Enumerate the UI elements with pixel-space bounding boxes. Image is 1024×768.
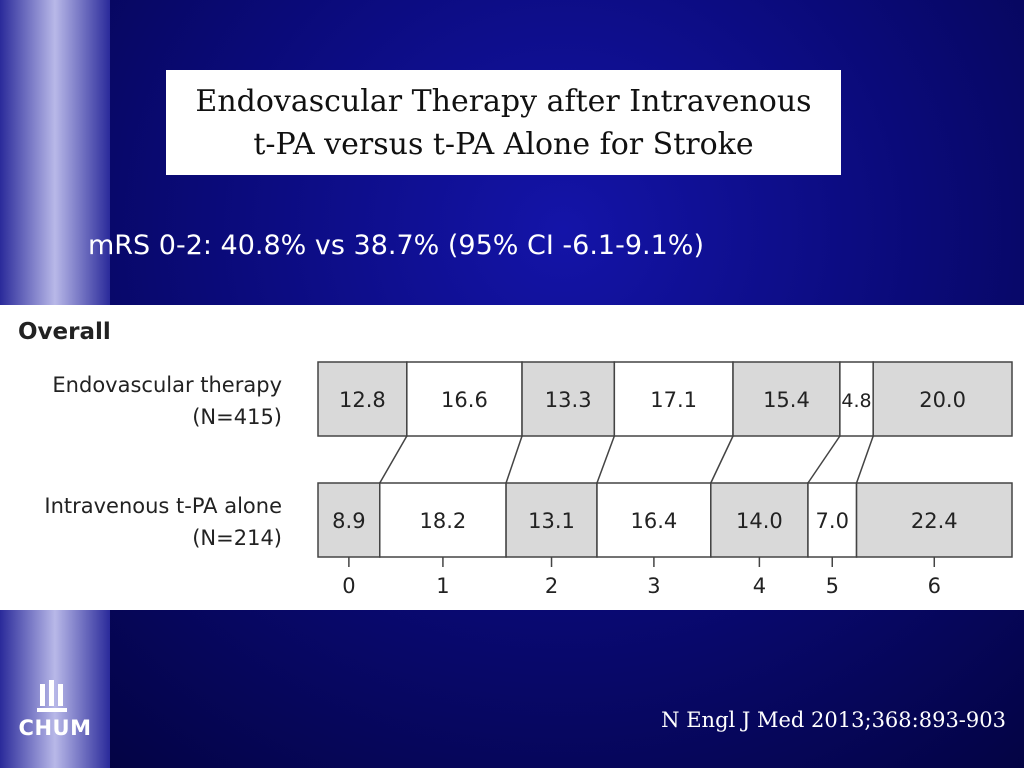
data-label: 22.4 <box>911 509 958 533</box>
connector-line <box>596 435 616 484</box>
chum-logo: CHUM <box>10 680 100 750</box>
category-label: 3 <box>647 574 660 598</box>
title-line-1: Endovascular Therapy after Intravenous <box>195 83 812 119</box>
logo-text: CHUM <box>18 716 92 740</box>
data-label: 13.1 <box>528 509 575 533</box>
chart-title: Overall <box>18 319 111 345</box>
data-label: 17.1 <box>650 388 697 412</box>
chart-panel: Overall 12.8 16.6 13.3 17.1 15.4 4.8 20.0 Endova… <box>0 305 1024 610</box>
data-label: 7.0 <box>816 509 849 533</box>
citation: N Engl J Med 2013;368:893-903 <box>661 708 1006 732</box>
bar-segment <box>317 361 408 437</box>
data-label: 4.8 <box>841 390 871 412</box>
headline-result: mRS 0-2: 40.8% vs 38.7% (95% CI -6.1-9.1… <box>88 230 704 261</box>
series-n-label: (N=415) <box>192 405 282 429</box>
bar-segment <box>872 361 1013 437</box>
bar-segment <box>732 361 841 437</box>
chum-logo-icon <box>37 680 67 712</box>
data-label: 16.4 <box>631 509 678 533</box>
category-label: 5 <box>826 574 839 598</box>
data-label: 13.3 <box>545 388 592 412</box>
bar-segment <box>710 482 809 558</box>
bar-segment <box>855 482 1013 558</box>
data-label: 14.0 <box>736 509 783 533</box>
connector-line <box>379 435 408 484</box>
series-label: Endovascular therapy <box>52 373 282 397</box>
bar-segment <box>613 361 734 437</box>
bar-segment <box>379 482 507 558</box>
bar-segment <box>406 361 523 437</box>
series-n-label: (N=214) <box>192 526 282 550</box>
data-label: 20.0 <box>919 388 966 412</box>
data-label: 8.9 <box>332 509 365 533</box>
category-label: 1 <box>436 574 449 598</box>
category-label: 4 <box>753 574 766 598</box>
category-label: 0 <box>342 574 355 598</box>
bar-segment <box>505 482 598 558</box>
stacked-bar-chart: Overall 12.8 16.6 13.3 17.1 15.4 4.8 20.0 Endova… <box>18 319 1013 598</box>
bar-segment <box>807 482 858 558</box>
bar-segment <box>839 361 874 437</box>
connector-line <box>807 435 841 484</box>
connector-line <box>710 435 734 484</box>
bar-segment <box>521 361 616 437</box>
category-label: 2 <box>545 574 558 598</box>
slide-title: Endovascular Therapy after Intravenous t… <box>166 70 841 175</box>
connector-line <box>855 435 874 484</box>
connector-line <box>505 435 523 484</box>
data-label: 12.8 <box>339 388 386 412</box>
data-label: 15.4 <box>763 388 810 412</box>
category-label: 6 <box>928 574 941 598</box>
title-line-2: t-PA versus t-PA Alone for Stroke <box>253 126 754 162</box>
data-label: 18.2 <box>420 509 467 533</box>
series-label: Intravenous t-PA alone <box>44 494 282 518</box>
bar-segment <box>317 482 381 558</box>
data-label: 16.6 <box>441 388 488 412</box>
